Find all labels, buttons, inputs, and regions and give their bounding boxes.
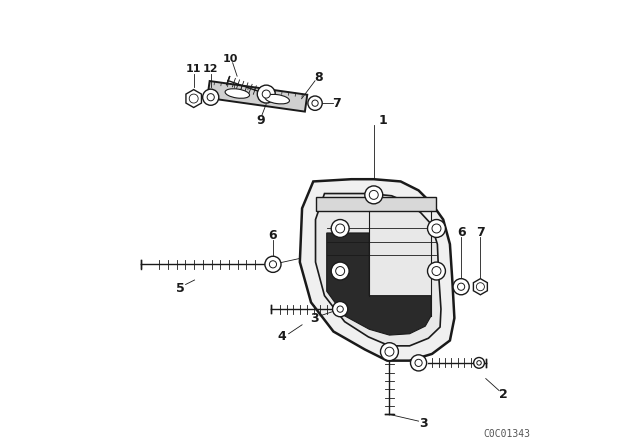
Text: 3: 3 [419, 417, 428, 430]
Circle shape [189, 94, 198, 103]
Polygon shape [300, 179, 454, 361]
Polygon shape [316, 194, 441, 346]
Circle shape [458, 283, 465, 290]
Circle shape [335, 267, 344, 276]
Circle shape [333, 302, 348, 317]
Circle shape [476, 283, 484, 291]
Circle shape [365, 186, 383, 204]
Text: 6: 6 [269, 228, 277, 242]
Circle shape [380, 343, 398, 361]
Polygon shape [207, 81, 307, 112]
Polygon shape [316, 197, 436, 211]
Circle shape [257, 85, 275, 103]
Circle shape [332, 262, 349, 280]
Polygon shape [326, 233, 431, 335]
Text: 2: 2 [499, 388, 508, 401]
Circle shape [262, 90, 270, 98]
Circle shape [269, 261, 276, 268]
Text: 7: 7 [332, 97, 340, 110]
Circle shape [308, 96, 322, 110]
Circle shape [369, 190, 378, 199]
Text: 6: 6 [457, 226, 465, 240]
Circle shape [381, 344, 397, 360]
Polygon shape [474, 279, 488, 295]
Text: C0C01343: C0C01343 [484, 429, 531, 439]
Text: 8: 8 [314, 71, 323, 84]
Circle shape [428, 262, 445, 280]
Circle shape [432, 267, 441, 276]
Text: 9: 9 [257, 113, 265, 127]
Circle shape [312, 100, 318, 106]
Text: 7: 7 [476, 226, 484, 240]
Circle shape [477, 361, 481, 365]
Text: 5: 5 [176, 281, 184, 295]
Text: 1: 1 [378, 114, 387, 128]
Circle shape [428, 220, 445, 237]
Circle shape [203, 89, 219, 105]
Circle shape [385, 347, 394, 356]
Ellipse shape [225, 89, 250, 98]
Text: 11: 11 [186, 65, 202, 74]
Circle shape [387, 349, 392, 355]
Circle shape [207, 94, 214, 101]
Circle shape [415, 359, 422, 366]
Polygon shape [186, 90, 202, 108]
Circle shape [337, 306, 343, 312]
Text: 10: 10 [223, 54, 238, 64]
Circle shape [332, 220, 349, 237]
Circle shape [265, 256, 281, 272]
Text: 4: 4 [278, 330, 286, 344]
Text: 3: 3 [310, 311, 319, 325]
Circle shape [474, 358, 484, 368]
Circle shape [432, 224, 441, 233]
Circle shape [335, 224, 344, 233]
Circle shape [453, 279, 469, 295]
Text: 12: 12 [203, 65, 218, 74]
Ellipse shape [265, 95, 289, 104]
Circle shape [410, 355, 427, 371]
